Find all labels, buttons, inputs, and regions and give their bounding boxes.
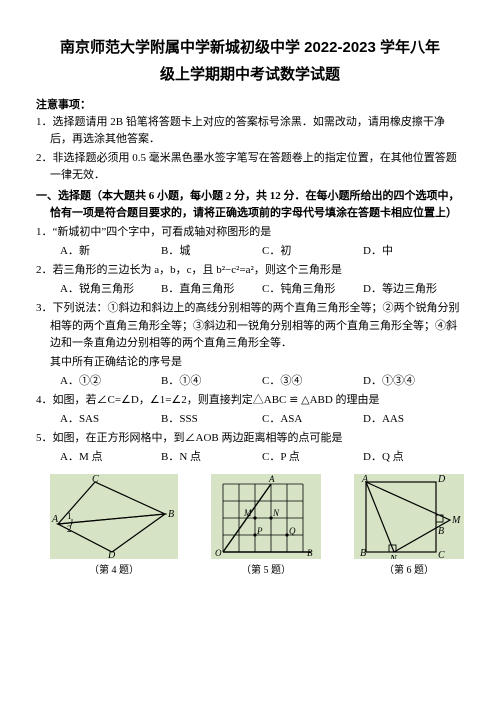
instruction-2: 2．非选择题必须用 0.5 毫米黑色墨水签字笔写在答题卷上的指定位置，在其他位置… <box>36 150 464 184</box>
q5-opt-c: C．P 点 <box>262 449 363 466</box>
svg-text:D: D <box>437 474 446 485</box>
figure-5-caption: （第 5 题） <box>211 561 321 576</box>
svg-text:N: N <box>389 554 398 559</box>
q5-opt-a: A．M 点 <box>60 449 161 466</box>
q1-opt-a: A．新 <box>60 243 161 260</box>
figure-6: A D M B B N C （第 6 题） <box>354 474 464 576</box>
svg-text:Q: Q <box>289 526 296 536</box>
svg-text:B: B <box>307 548 313 558</box>
q2-opt-b: B．直角三角形 <box>161 281 262 298</box>
figure-5-svg: A M N O P Q B <box>211 474 321 559</box>
svg-text:A: A <box>51 514 59 525</box>
svg-text:O: O <box>215 548 222 558</box>
notice-label: 注意事项： <box>36 96 464 112</box>
q3-opt-c: C．③④ <box>262 373 363 390</box>
q5-opt-b: B．N 点 <box>161 449 262 466</box>
q5-stem: 5．如图，在正方形网格中，到∠AOB 两边距离相等的点可能是 <box>36 430 464 447</box>
svg-text:N: N <box>272 508 280 518</box>
q2-opt-c: C．钝角三角形 <box>262 281 363 298</box>
q4-opt-a: A．SAS <box>60 411 161 428</box>
q3-opt-a: A．①② <box>60 373 161 390</box>
q2-opt-d: D．等边三角形 <box>363 281 464 298</box>
figure-6-svg: A D M B B N C <box>354 474 464 559</box>
q1-opt-c: C．初 <box>262 243 363 260</box>
figure-4-svg: C A 1 2 B D <box>50 474 178 559</box>
q3-opt-b: B．①④ <box>161 373 262 390</box>
svg-text:1: 1 <box>67 511 72 521</box>
q5-opt-d: D．Q 点 <box>363 449 464 466</box>
title-line2: 级上学期期中考试数学试题 <box>36 61 464 88</box>
svg-text:C: C <box>92 474 99 485</box>
q2-stem: 2．若三角形的三边长为 a，b，c，且 b²−c²=a²，则这个三角形是 <box>36 262 464 279</box>
exam-page: 南京师范大学附属中学新城初级中学 2022-2023 学年八年 级上学期期中考试… <box>0 0 500 586</box>
q3-options: A．①② B．①④ C．③④ D．①③④ <box>36 373 464 390</box>
q2-opt-a: A．锐角三角形 <box>60 281 161 298</box>
svg-text:P: P <box>256 526 263 536</box>
svg-text:B: B <box>438 526 444 537</box>
q1-stem: 1．“新城初中”四个字中，可看成轴对称图形的是 <box>36 224 464 241</box>
q1-options: A．新 B．城 C．初 D．中 <box>36 243 464 260</box>
svg-text:M: M <box>451 515 461 526</box>
q4-options: A．SAS B．SSS C．ASA D．AAS <box>36 411 464 428</box>
section-1-heading: 一、选择题（本大题共 6 小题，每小题 2 分，共 12 分．在每小题所给出的四… <box>36 188 464 222</box>
figure-6-caption: （第 6 题） <box>354 561 464 576</box>
figures-row: C A 1 2 B D （第 4 题） <box>36 468 464 576</box>
q2-options: A．锐角三角形 B．直角三角形 C．钝角三角形 D．等边三角形 <box>36 281 464 298</box>
q1-opt-d: D．中 <box>363 243 464 260</box>
figure-5: A M N O P Q B （第 5 题） <box>211 474 321 576</box>
figure-4: C A 1 2 B D （第 4 题） <box>50 474 178 576</box>
q4-opt-d: D．AAS <box>363 411 464 428</box>
q4-opt-b: B．SSS <box>161 411 262 428</box>
figure-4-caption: （第 4 题） <box>50 561 178 576</box>
instruction-1: 1．选择题请用 2B 铅笔将答题卡上对应的答案标号涂黑．如需改动，请用橡皮擦干净… <box>36 114 464 148</box>
svg-text:D: D <box>107 550 116 559</box>
title-line1: 南京师范大学附属中学新城初级中学 2022-2023 学年八年 <box>36 34 464 61</box>
svg-text:M: M <box>243 508 252 518</box>
q3-stem: 3．下列说法：①斜边和斜边上的高线分别相等的两个直角三角形全等；②两个锐角分别相… <box>36 300 464 351</box>
q5-options: A．M 点 B．N 点 C．P 点 D．Q 点 <box>36 449 464 466</box>
svg-text:B: B <box>168 509 174 520</box>
svg-text:A: A <box>361 474 369 485</box>
q3-opt-d: D．①③④ <box>363 373 464 390</box>
q3-sub: 其中所有正确结论的序号是 <box>36 354 464 371</box>
svg-text:B: B <box>360 548 366 559</box>
q4-stem: 4．如图，若∠C=∠D，∠1=∠2，则直接判定△ABC ≌ △ABD 的理由是 <box>36 392 464 409</box>
q1-opt-b: B．城 <box>161 243 262 260</box>
svg-text:A: A <box>268 474 275 484</box>
q4-opt-c: C．ASA <box>262 411 363 428</box>
svg-text:C: C <box>438 550 445 559</box>
